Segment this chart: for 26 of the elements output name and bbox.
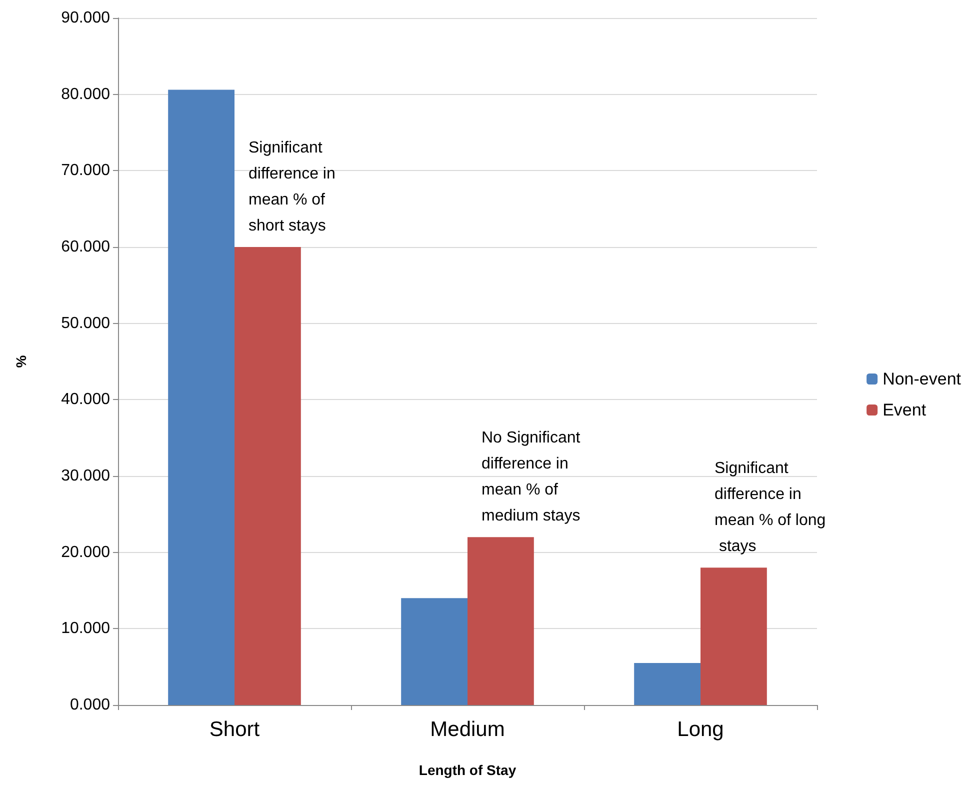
- y-tick-label: 50.000: [61, 314, 110, 332]
- y-tick-label: 90.000: [61, 10, 110, 26]
- x-tick-label: Short: [209, 718, 260, 741]
- bar: [634, 663, 700, 705]
- y-tick-label: 30.000: [61, 468, 110, 484]
- y-tick-label: 10.000: [61, 620, 110, 638]
- x-tick-label: Long: [677, 718, 724, 741]
- bar: [401, 598, 468, 705]
- y-tick-label: 40.000: [61, 391, 110, 408]
- annotation: Significant difference in mean % of short stays: [248, 140, 340, 234]
- legend-label: Event: [882, 400, 926, 420]
- annotation: No Significant difference in mean % of medium stays: [482, 430, 585, 525]
- bar: [168, 90, 234, 705]
- y-axis-title: %: [13, 354, 29, 368]
- y-tick-label: 60.000: [61, 238, 110, 256]
- y-tick-label: 0.000: [70, 696, 110, 714]
- y-tick-label: 20.000: [61, 544, 110, 561]
- legend-label: Non-event: [882, 370, 962, 388]
- x-tick-label: Medium: [430, 718, 505, 741]
- annotation: Significant difference in mean % of long stays: [714, 460, 826, 556]
- bar: [700, 568, 767, 705]
- y-tick-label: 70.000: [61, 162, 110, 180]
- bar: [234, 247, 301, 705]
- x-axis-title: Length of Stay: [418, 762, 516, 778]
- bar: [468, 537, 534, 705]
- y-tick-label: 80.000: [61, 86, 110, 103]
